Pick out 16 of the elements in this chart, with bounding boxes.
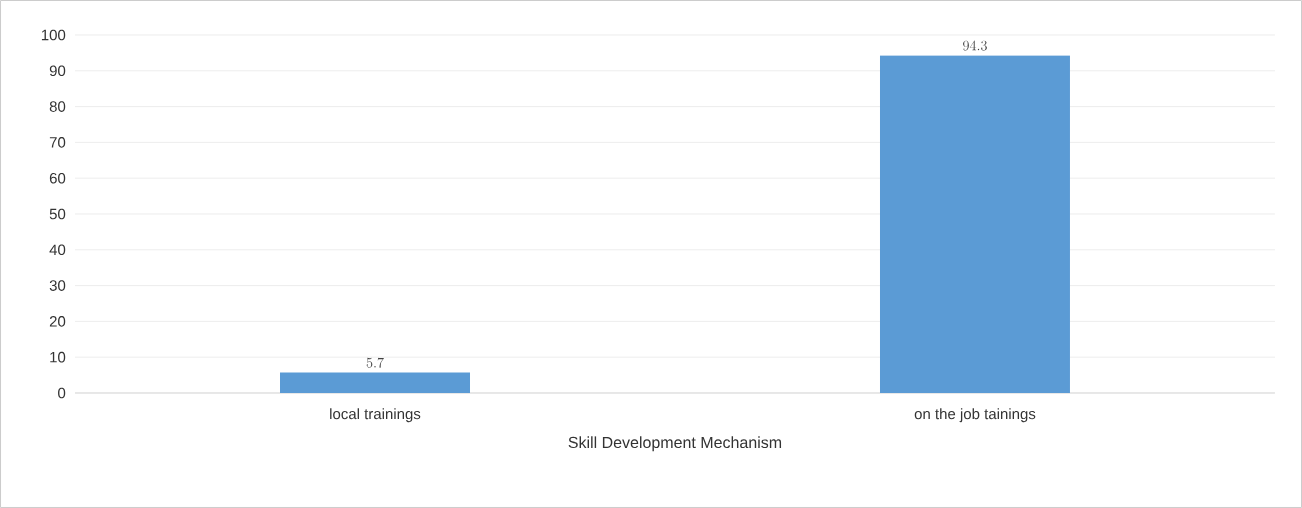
y-tick-label: 40 [49,244,66,256]
x-axis-title: Skill Development Mechanism [568,436,782,452]
y-tick-label: 80 [49,101,66,112]
y-tick-label: 30 [49,280,66,291]
y-tick-label: 50 [49,208,66,220]
y-tick-label: 70 [49,137,66,148]
y-tick-label: 60 [49,172,66,184]
x-tick-label: local trainings [330,408,421,423]
data-label: 94.3 [963,40,987,51]
y-tick-label: 10 [50,351,66,363]
y-tick-label: 100 [41,29,66,41]
y-tick-label: 20 [49,316,66,327]
y-tick-label: 0 [58,387,66,399]
x-tick-label: on the job tainings [914,408,1036,423]
y-tick-label: 90 [49,65,66,77]
data-label: 5.7 [366,357,384,368]
